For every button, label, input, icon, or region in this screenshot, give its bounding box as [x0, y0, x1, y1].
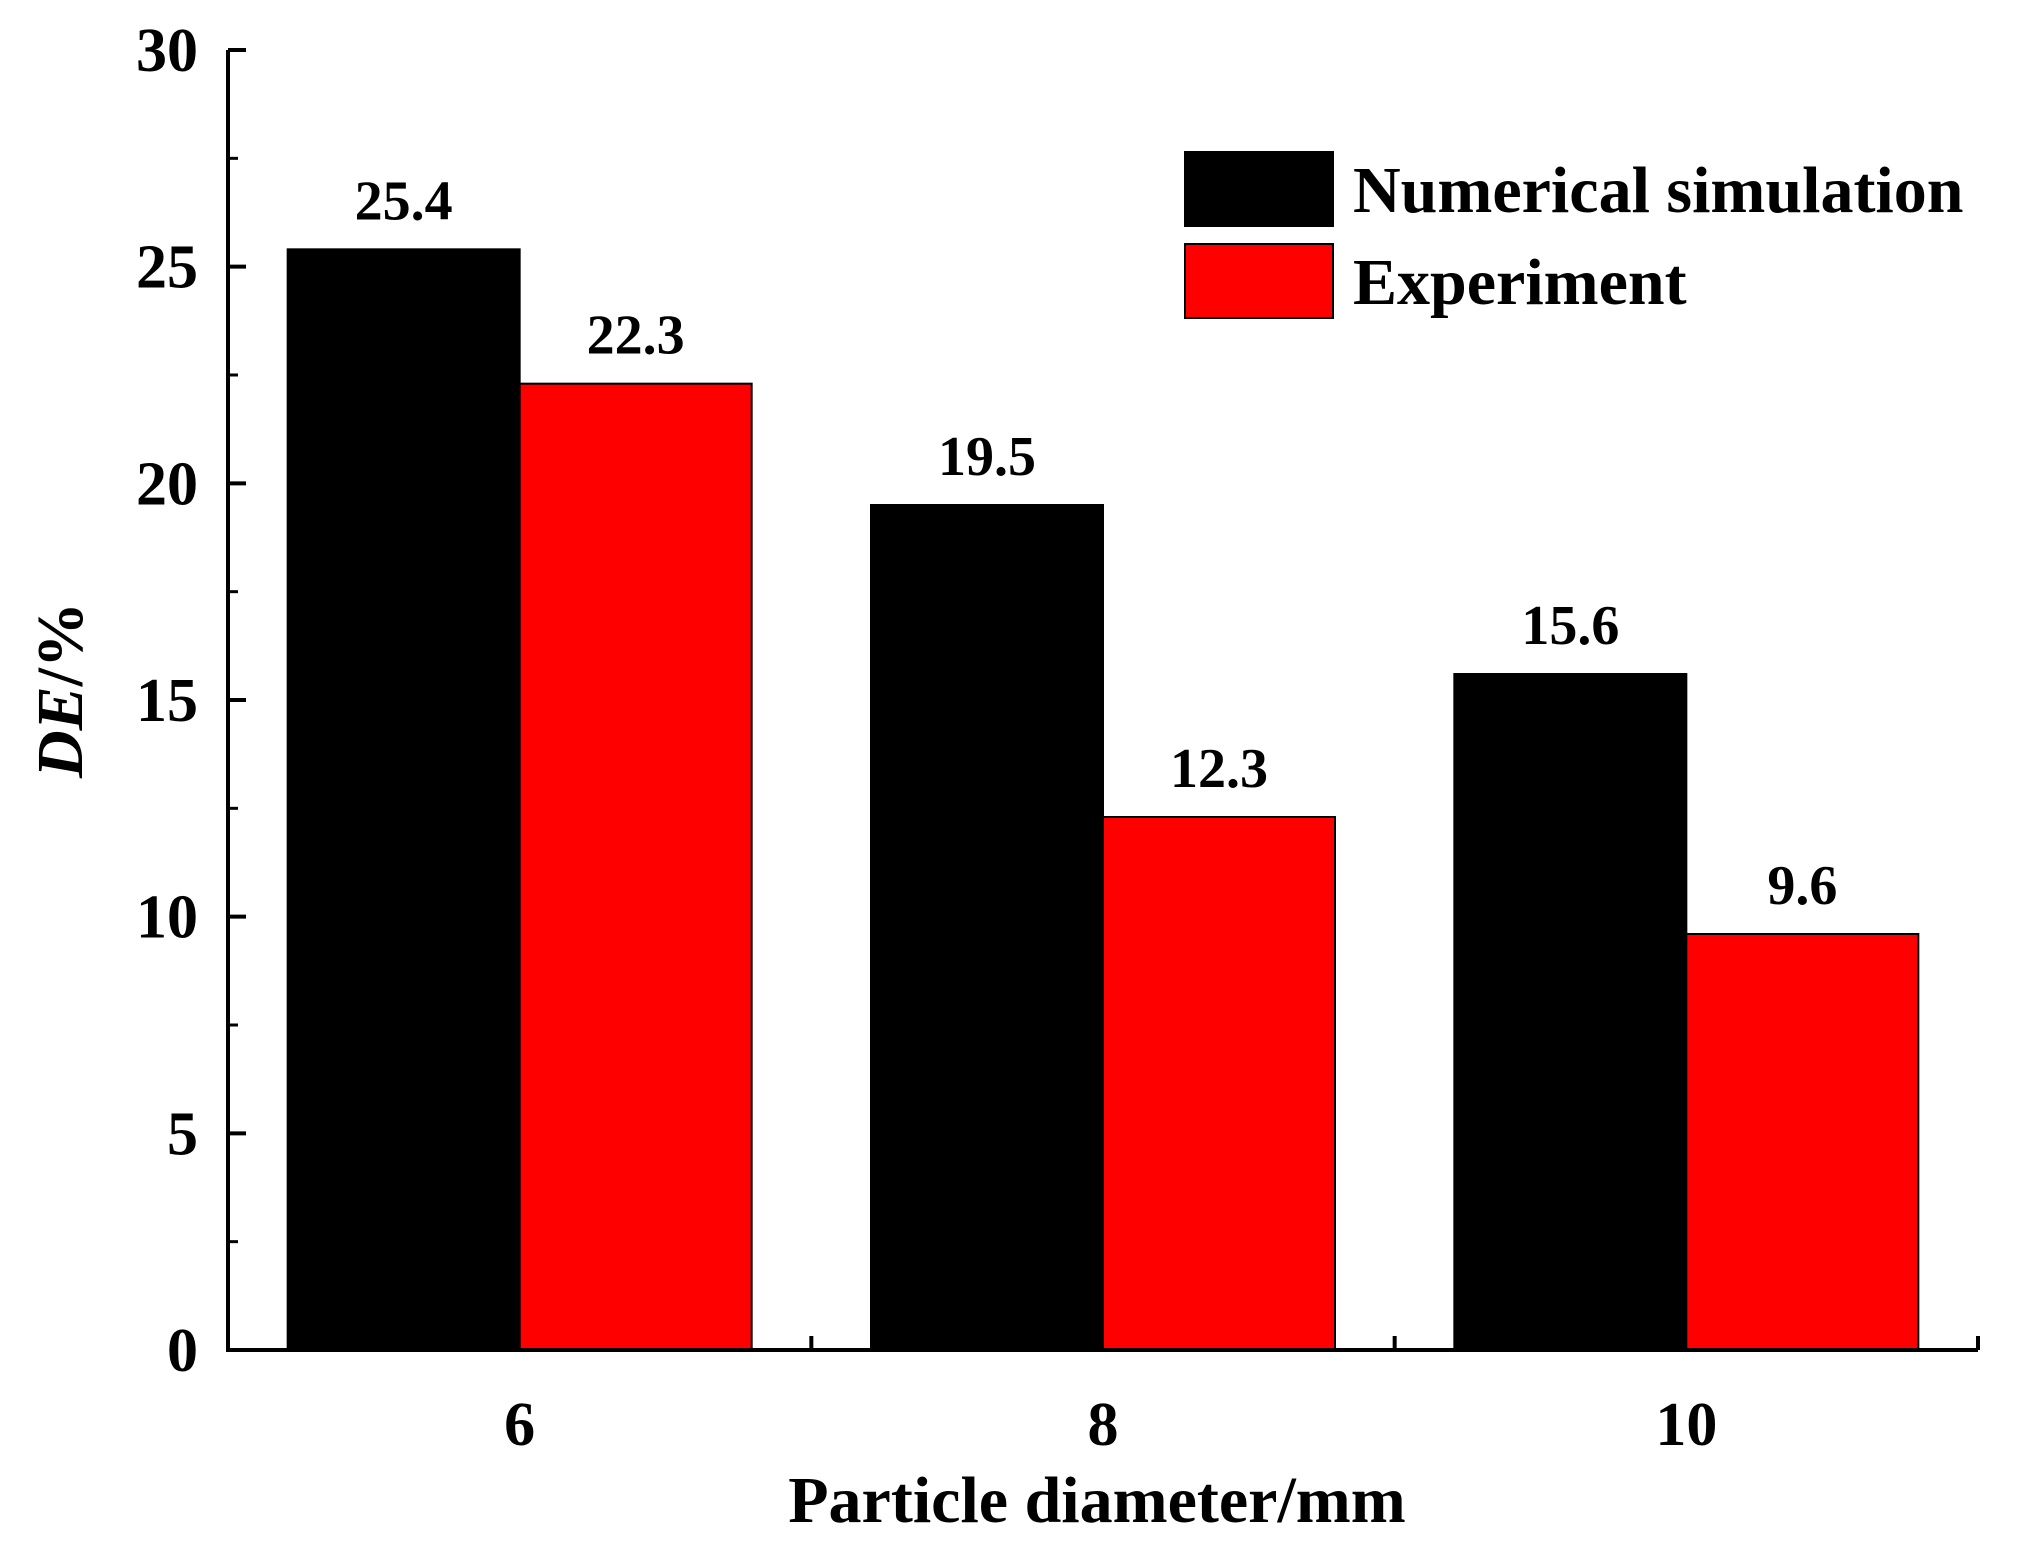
bar-experiment-10 — [1685, 933, 1920, 1351]
bar-numerical-simulation-10 — [1453, 673, 1688, 1351]
bar-value-label: 25.4 — [355, 170, 453, 232]
x-tick-label: 10 — [1655, 1391, 1717, 1459]
bars-layer — [286, 248, 1920, 1351]
y-tick-label: 10 — [136, 884, 198, 952]
legend-label: Experiment — [1353, 246, 1687, 319]
bar-numerical-simulation-6 — [286, 248, 521, 1351]
legend-swatch-numerical-simulation — [1184, 151, 1334, 227]
x-tick-label: 8 — [1088, 1391, 1119, 1459]
y-tick-label: 20 — [136, 450, 198, 518]
bar-value-label: 12.3 — [1170, 738, 1268, 800]
bar-value-label: 22.3 — [587, 305, 685, 367]
y-axis-title: DE/% — [24, 602, 97, 779]
y-tick-label: 0 — [167, 1317, 198, 1385]
bar-value-label: 9.6 — [1767, 855, 1837, 917]
axes-layer — [226, 48, 1980, 1352]
y-tick-label: 25 — [136, 234, 198, 302]
bar-numerical-simulation-8 — [870, 504, 1104, 1351]
y-axis-title-italic: DE — [24, 686, 97, 779]
legend-swatch-experiment — [1184, 243, 1334, 319]
legend-label: Numerical simulation — [1353, 154, 1963, 227]
x-tick-label: 6 — [504, 1391, 535, 1459]
labels-layer: 25.4 22.3 19.5 12.3 15.6 9.6 0 5 10 15 20 25 30 6 8 10 — [136, 17, 1837, 1459]
bar-experiment-8 — [1102, 816, 1336, 1351]
y-tick-label: 5 — [167, 1100, 198, 1168]
y-tick-label: 15 — [136, 667, 198, 735]
legend: Numerical simulation Experiment — [1184, 151, 1963, 319]
y-tick-label: 30 — [136, 17, 198, 85]
y-axis-title-rest: /% — [24, 602, 97, 687]
x-axis-title: Particle diameter/mm — [788, 1464, 1406, 1537]
bar-value-label: 19.5 — [938, 426, 1036, 488]
bar-value-label: 15.6 — [1521, 595, 1619, 657]
bar-experiment-6 — [518, 382, 753, 1351]
